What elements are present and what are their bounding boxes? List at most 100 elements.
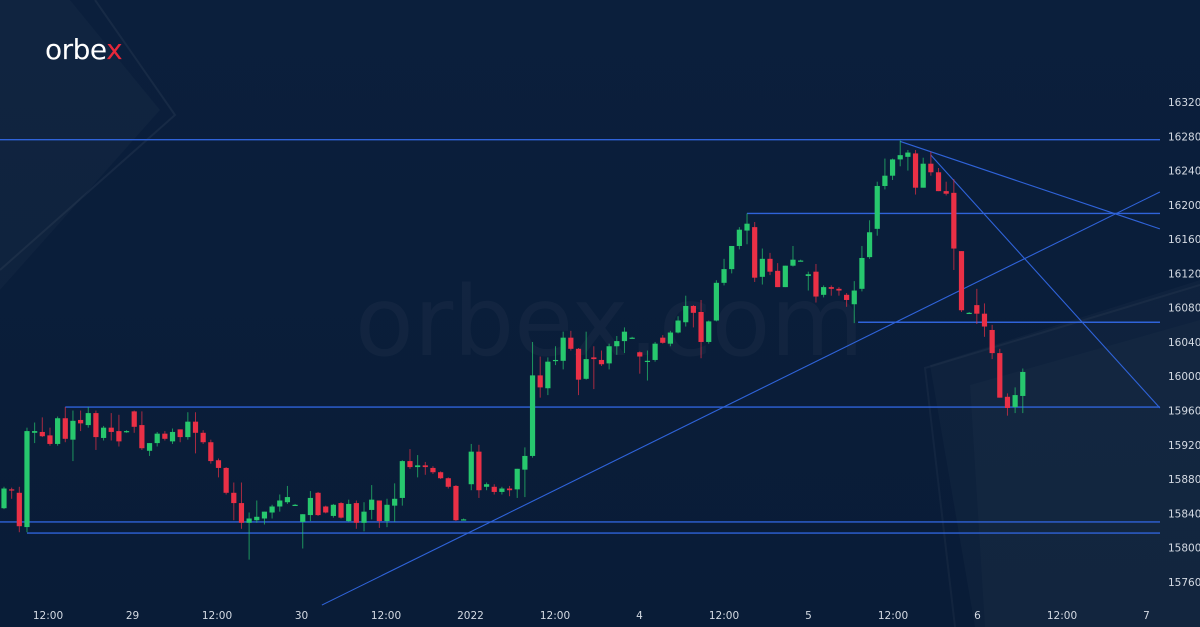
candle-down [836, 288, 842, 291]
y-tick-label: 16200 [1168, 200, 1200, 212]
candle-up [123, 431, 130, 433]
candle-down [215, 460, 222, 468]
candle-up [652, 343, 658, 360]
candle-up [805, 274, 811, 276]
candle-down [62, 418, 68, 439]
candle-down [844, 294, 850, 300]
x-tick-label: 12:00 [202, 610, 232, 622]
candle-up [346, 503, 352, 522]
x-tick-label: 30 [295, 610, 308, 622]
orbex-logo: orbex [45, 33, 123, 66]
candle-down [177, 429, 183, 438]
logo-accent: x [106, 33, 123, 66]
candle-up [683, 305, 689, 323]
candle-up [461, 519, 467, 521]
candle-down [690, 305, 696, 313]
candle-down [958, 251, 965, 311]
candle-up [154, 433, 160, 444]
candle-down [476, 451, 482, 491]
candle-up [300, 514, 306, 522]
candle-down [537, 375, 543, 388]
candle-down [981, 313, 988, 327]
candle-up [70, 420, 76, 440]
candle-down [315, 492, 321, 516]
candle-down [422, 465, 428, 468]
candle-up [399, 461, 405, 498]
candle-down [912, 153, 919, 188]
candle-up [1, 488, 7, 509]
candle-up [644, 360, 651, 363]
y-tick-label: 15840 [1168, 508, 1200, 520]
candle-up [483, 484, 490, 487]
candle-down [506, 488, 513, 491]
x-tick-label: 6 [974, 610, 981, 622]
y-tick-label: 16080 [1168, 303, 1200, 315]
candle-down [162, 433, 168, 439]
candle-down [989, 329, 995, 354]
y-tick-label: 15760 [1168, 577, 1200, 589]
candle-down [39, 431, 45, 437]
x-tick-label: 12:00 [371, 610, 401, 622]
candle-up [277, 500, 283, 507]
x-tick-label: 12:00 [1047, 610, 1077, 622]
candle-up [790, 259, 796, 266]
y-tick-label: 16040 [1168, 337, 1200, 349]
candle-up [583, 359, 589, 379]
candle-up [261, 511, 268, 519]
candle-up [721, 269, 727, 283]
candle-down [491, 486, 497, 492]
candle-down [47, 435, 53, 444]
candle-down [438, 472, 444, 479]
candle-down [323, 506, 329, 513]
candle-up [330, 504, 336, 516]
candle-up [246, 518, 252, 523]
candle-down [93, 413, 99, 438]
y-tick-label: 16280 [1168, 131, 1200, 143]
candle-down [445, 478, 451, 487]
candle-down [1004, 396, 1011, 408]
candle-down [231, 492, 237, 504]
candle-down [568, 337, 574, 349]
candle-up [606, 346, 612, 364]
candle-up [882, 175, 888, 186]
candle-down [407, 461, 413, 468]
candle-up [522, 455, 528, 470]
candle-up [499, 488, 505, 492]
candle-up [369, 499, 375, 510]
candle-up [1012, 395, 1018, 408]
candle-down [660, 337, 666, 343]
candle-up [667, 332, 674, 344]
candle-down [591, 357, 597, 360]
candle-up [782, 265, 788, 288]
candle-down [828, 287, 834, 289]
candle-up [889, 159, 896, 176]
candle-down [192, 421, 199, 433]
candle-up [254, 516, 260, 521]
candle-up [169, 431, 176, 442]
candle-up [706, 321, 712, 342]
candle-up [85, 413, 91, 426]
candle-up [384, 504, 390, 522]
candle-up [866, 232, 873, 258]
candle-down [430, 467, 436, 473]
x-tick-label: 29 [126, 610, 139, 622]
candle-up [851, 290, 857, 305]
candle-up [905, 152, 911, 157]
candle-down [131, 411, 137, 427]
candle-up [729, 245, 735, 270]
candle-down [598, 359, 605, 365]
candle-up [361, 511, 367, 523]
x-tick-label: 7 [1143, 610, 1150, 622]
x-tick-label: 12:00 [33, 610, 63, 622]
candle-down [997, 353, 1003, 398]
candle-down [116, 431, 122, 442]
candle-up [966, 312, 972, 315]
y-tick-label: 16240 [1168, 166, 1200, 178]
candle-up [897, 155, 903, 160]
candle-up [614, 341, 620, 347]
candle-down [200, 432, 206, 443]
candle-up [284, 497, 291, 503]
candle-up [713, 282, 719, 321]
candle-up [146, 443, 153, 451]
